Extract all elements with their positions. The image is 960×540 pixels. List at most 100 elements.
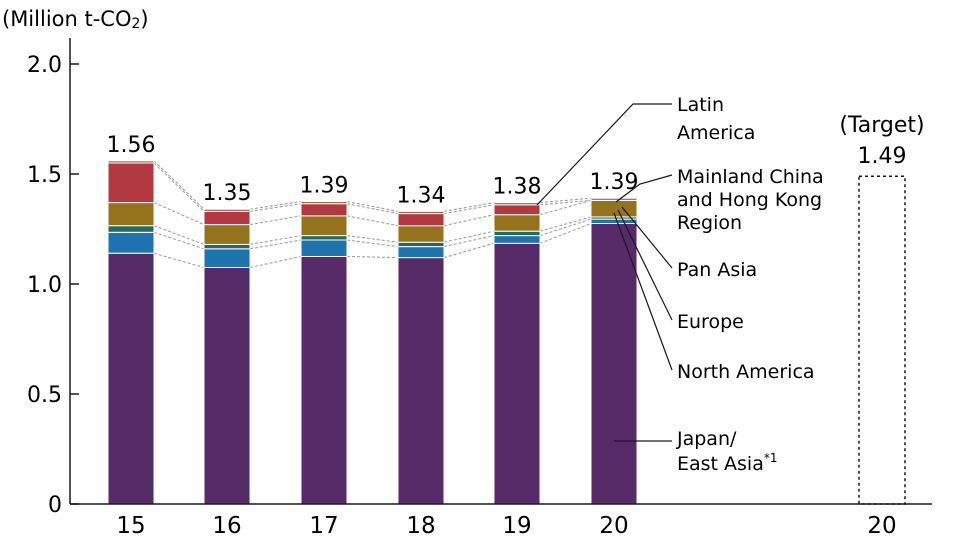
bar-segment-19-3 xyxy=(493,214,541,232)
target-bar-group: (Target) 1.49 xyxy=(839,113,925,505)
series-connector xyxy=(539,223,592,244)
bar-total-label: 1.38 xyxy=(493,175,542,200)
bar-segment-16-5 xyxy=(203,208,251,212)
series-connector xyxy=(539,199,592,206)
bar-segment-15-1 xyxy=(107,231,155,254)
bar-segment-16-0 xyxy=(203,267,251,505)
series-connector xyxy=(443,204,495,215)
bar-segment-20-0 xyxy=(590,223,638,505)
bar-segment-15-4 xyxy=(107,162,155,204)
target-label: (Target) xyxy=(839,113,924,138)
bar-segment-18-3 xyxy=(397,225,445,243)
series-connector xyxy=(539,197,592,204)
bar-segment-15-0 xyxy=(107,252,155,505)
legend-pan-asia-line-0: Pan Asia xyxy=(677,259,757,281)
legend-japan-line-0: Japan/ xyxy=(676,428,737,450)
series-connector xyxy=(443,230,495,243)
series-connector xyxy=(249,215,302,226)
x-axis: 15 16 17 18 19 20 20 xyxy=(70,503,932,539)
series-connector xyxy=(153,202,205,226)
leader-latin-america xyxy=(536,103,672,206)
series-connector xyxy=(443,202,495,212)
bar-segment-19-0 xyxy=(493,242,541,505)
leader-europe xyxy=(617,209,673,321)
bar-segment-19-4 xyxy=(493,204,541,216)
legend-north-america-line-0: North America xyxy=(677,361,815,383)
legend-europe-line-0: Europe xyxy=(677,311,744,333)
series-connector xyxy=(249,235,302,245)
x-tick-label: 19 xyxy=(502,513,531,539)
bar-segment-17-5 xyxy=(300,201,348,205)
target-bar xyxy=(858,175,906,505)
x-tick-label: 20 xyxy=(599,513,628,539)
bar-segment-17-2 xyxy=(300,235,348,241)
series-connector xyxy=(346,235,399,243)
series-connector xyxy=(539,218,592,237)
bar-segment-18-2 xyxy=(397,241,445,248)
bar-total-label: 1.56 xyxy=(107,133,156,158)
x-tick-label: 18 xyxy=(406,513,435,539)
bar-segment-17-3 xyxy=(300,215,348,237)
bar-segment-16-4 xyxy=(203,210,251,226)
legend-latin-america-line-1: America xyxy=(677,122,755,144)
bar-segment-17-1 xyxy=(300,239,348,257)
bar-segment-20-5 xyxy=(590,197,638,201)
bar-segment-16-1 xyxy=(203,248,251,269)
leader-pan-asia xyxy=(621,206,673,269)
series-connector xyxy=(443,242,495,259)
series-connector xyxy=(249,256,302,268)
legend-japan-text: East Asia xyxy=(677,453,764,475)
bar-segment-16-3 xyxy=(203,224,251,245)
series-connector xyxy=(346,203,399,215)
bar-segment-15-5 xyxy=(107,160,155,164)
series-connector xyxy=(153,231,205,250)
legend-latin-america-line-0: Latin xyxy=(677,94,724,116)
bar-segment-18-5 xyxy=(397,210,445,215)
series-connector xyxy=(249,201,302,210)
series-connector xyxy=(539,216,592,232)
bar-segment-19-5 xyxy=(493,202,541,206)
y-tick-label: 0 xyxy=(48,493,62,518)
series-connector xyxy=(346,201,399,212)
y-unit-label: (Million t-CO2) xyxy=(2,7,149,32)
bar-segment-19-1 xyxy=(493,235,541,244)
leader-china-hk xyxy=(615,174,673,203)
x-tick-label: 17 xyxy=(309,513,338,539)
bar-segment-19-2 xyxy=(493,230,541,237)
bar-segment-15-3 xyxy=(107,202,155,227)
bar-segment-18-0 xyxy=(397,257,445,505)
series-connector xyxy=(153,225,205,245)
bar-segment-18-4 xyxy=(397,213,445,227)
leader-north-america xyxy=(613,212,673,371)
x-tick-label: 15 xyxy=(116,513,145,539)
x-tick-label: 16 xyxy=(212,513,241,539)
legend-china-hk-line-1: and Hong Kong xyxy=(677,189,822,211)
series-connector xyxy=(443,214,495,227)
bars: 1.56 1.35 1.39 1.34 1.38 1.39 xyxy=(107,133,638,505)
legend-china-hk-line-0: Mainland China xyxy=(677,166,824,188)
y-axis: 0 0.5 1.0 1.5 2.0 xyxy=(27,38,79,518)
segment-connectors xyxy=(153,160,592,268)
bar-total-label: 1.34 xyxy=(397,183,446,208)
y-tick-label: 1.0 xyxy=(27,273,62,298)
series-connector xyxy=(153,252,205,268)
legend-china-hk-line-2: Region xyxy=(677,212,742,234)
legend-japan-footnote: *1 xyxy=(764,451,778,465)
series-connector xyxy=(346,239,399,248)
y-tick-label: 2.0 xyxy=(27,53,62,78)
target-value-label: 1.49 xyxy=(858,144,907,169)
bar-segment-17-4 xyxy=(300,203,348,217)
bar-total-label: 1.39 xyxy=(300,174,349,199)
series-connector xyxy=(153,162,205,212)
x-tick-label-target: 20 xyxy=(867,513,896,539)
series-connector xyxy=(249,239,302,250)
bar-segment-20-1 xyxy=(590,218,638,225)
series-connector xyxy=(443,235,495,248)
bar-total-label: 1.35 xyxy=(203,181,252,206)
series-connector xyxy=(249,203,302,212)
series-connector xyxy=(346,215,399,227)
bar-segment-15-2 xyxy=(107,225,155,233)
bar-segment-16-2 xyxy=(203,243,251,250)
